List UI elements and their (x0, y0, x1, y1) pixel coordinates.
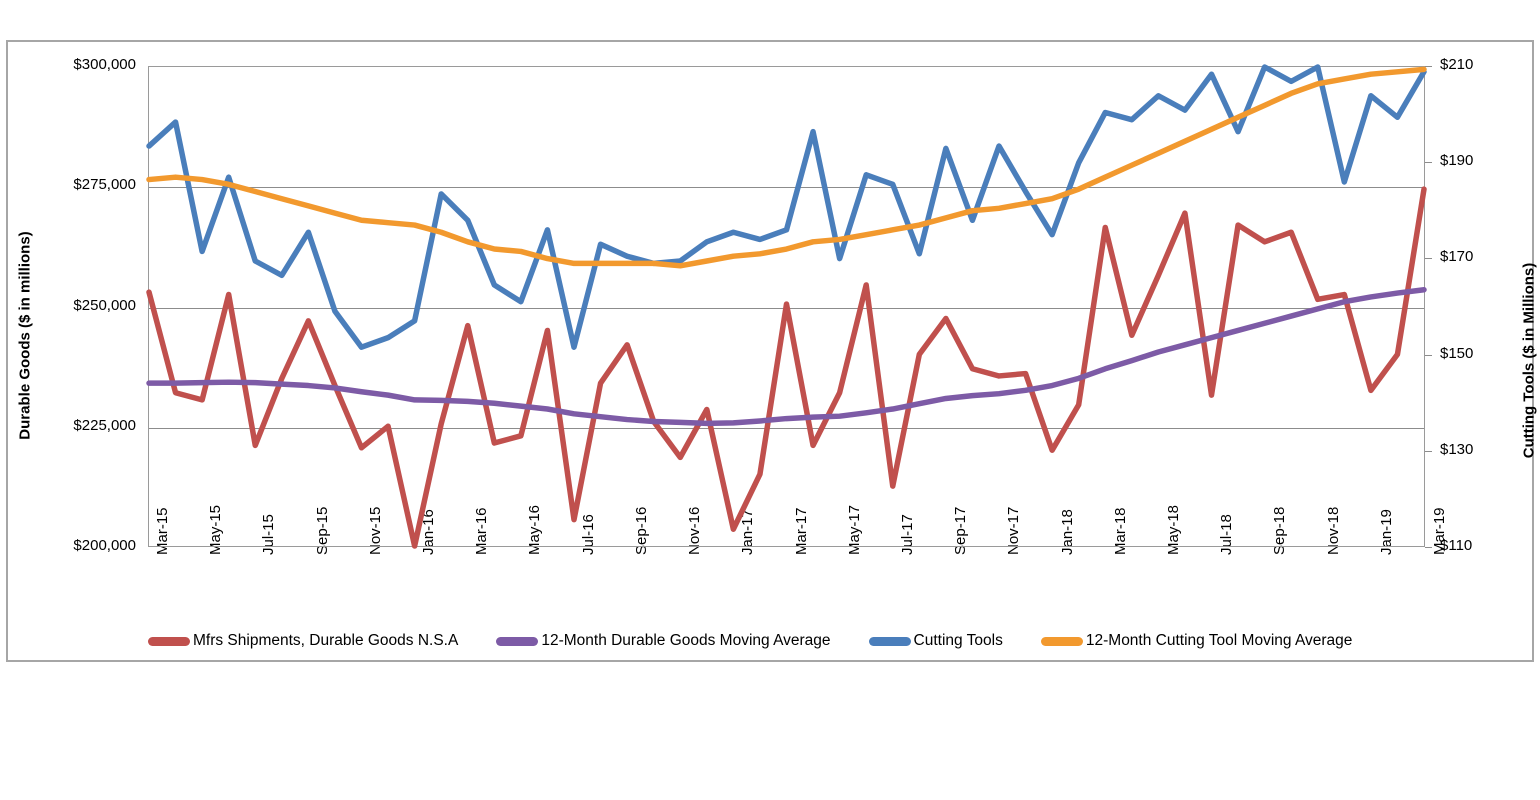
series-line (146, 286, 1427, 427)
y-axis-left-tick-label: $250,000 (73, 296, 136, 314)
legend-swatch-icon (148, 636, 190, 646)
y-axis-right-tick-label: $110 (1440, 537, 1473, 554)
chart-frame: Durable Goods ($ in millions) Cutting To… (6, 40, 1538, 662)
legend-item[interactable]: Mfrs Shipments, Durable Goods N.S.A (148, 632, 458, 650)
legend-item-label: Mfrs Shipments, Durable Goods N.S.A (193, 632, 459, 649)
legend-item-label: 12-Month Durable Goods Moving Average (541, 632, 831, 649)
x-axis-tick-label: Mar-19 (1431, 507, 1448, 555)
legend-item[interactable]: 12-Month Cutting Tool Moving Average (1040, 632, 1353, 650)
y-axis-right-tick-mark (1425, 66, 1432, 67)
y-axis-right-tick-mark (1425, 354, 1432, 356)
y-axis-right-tick-label: $130 (1440, 440, 1474, 458)
series-line (146, 64, 1427, 350)
legend-item[interactable]: 12-Month Durable Goods Moving Average (496, 632, 831, 650)
y-axis-left-tick-label: $225,000 (73, 416, 136, 434)
y-axis-right-tick-label: $190 (1440, 152, 1474, 170)
plot-area (146, 64, 1427, 549)
y-axis-left-tick-label: $200,000 (73, 537, 136, 554)
y-axis-right-tick-mark (1425, 162, 1432, 164)
y-axis-right-tick-mark (1425, 258, 1432, 260)
legend-swatch-icon (868, 636, 911, 646)
legend-swatch-icon (1040, 636, 1083, 646)
y-axis-left-tick-label: $275,000 (73, 176, 136, 194)
legend-item-label: 12-Month Cutting Tool Moving Average (1085, 632, 1353, 649)
legend-swatch-icon (496, 636, 539, 646)
y-axis-right-tick-mark (1425, 450, 1432, 452)
legend-item[interactable]: Cutting Tools (868, 632, 1003, 650)
series-line (146, 186, 1427, 549)
series-line (146, 66, 1427, 269)
y-axis-right-tick-mark (1425, 547, 1432, 548)
legend-item-label: Cutting Tools (913, 632, 1003, 649)
y-axis-right-tick-label: $210 (1440, 56, 1474, 73)
gridline (149, 427, 1424, 429)
y-axis-right-tick-label: $170 (1440, 248, 1474, 266)
gridline (149, 187, 1424, 189)
chart-legend: Mfrs Shipments, Durable Goods N.S.A 12-Mo… (148, 626, 1428, 656)
series-lines (146, 64, 1427, 549)
y-axis-left-tick-label: $300,000 (73, 56, 136, 73)
y-axis-right-tick-label: $150 (1440, 344, 1474, 362)
